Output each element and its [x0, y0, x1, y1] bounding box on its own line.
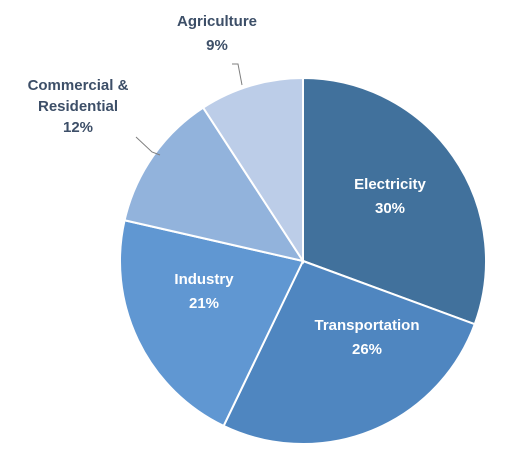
value-label-agriculture: 9% [206, 37, 228, 54]
value-label-industry: 21% [189, 295, 219, 312]
leader-line-agriculture [232, 63, 243, 86]
value-label-commercial-residential: 12% [63, 119, 93, 136]
slice-labels: Electricity 30% Transportation 26% Industry 2… [28, 13, 427, 358]
category-label-electricity: Electricity [354, 176, 426, 193]
slice-agriculture [201, 76, 304, 265]
label-agriculture: Agriculture 9% [177, 13, 257, 54]
label-transportation: Transportation 26% [314, 317, 419, 358]
category-label-industry: Industry [174, 271, 234, 288]
value-label-transportation: 26% [352, 341, 382, 358]
category-label-transportation: Transportation [314, 317, 419, 334]
slice-commercial-residential [123, 106, 306, 263]
label-industry: Industry 21% [174, 271, 234, 312]
label-commercial-residential: Commercial & Residential 12% [28, 77, 129, 136]
pie-slices [119, 76, 487, 445]
leader-lines [135, 63, 243, 156]
slice-transportation [222, 259, 477, 445]
category-label-agriculture: Agriculture [177, 13, 257, 30]
value-label-electricity: 30% [375, 200, 405, 217]
slice-industry [119, 219, 305, 428]
category-label-commercial-residential: Commercial & [28, 77, 129, 94]
label-electricity: Electricity 30% [354, 176, 426, 217]
slice-electricity [302, 76, 487, 326]
leader-line-commercial-residential [135, 136, 161, 156]
category-label-commercial-residential: Residential [38, 98, 118, 115]
